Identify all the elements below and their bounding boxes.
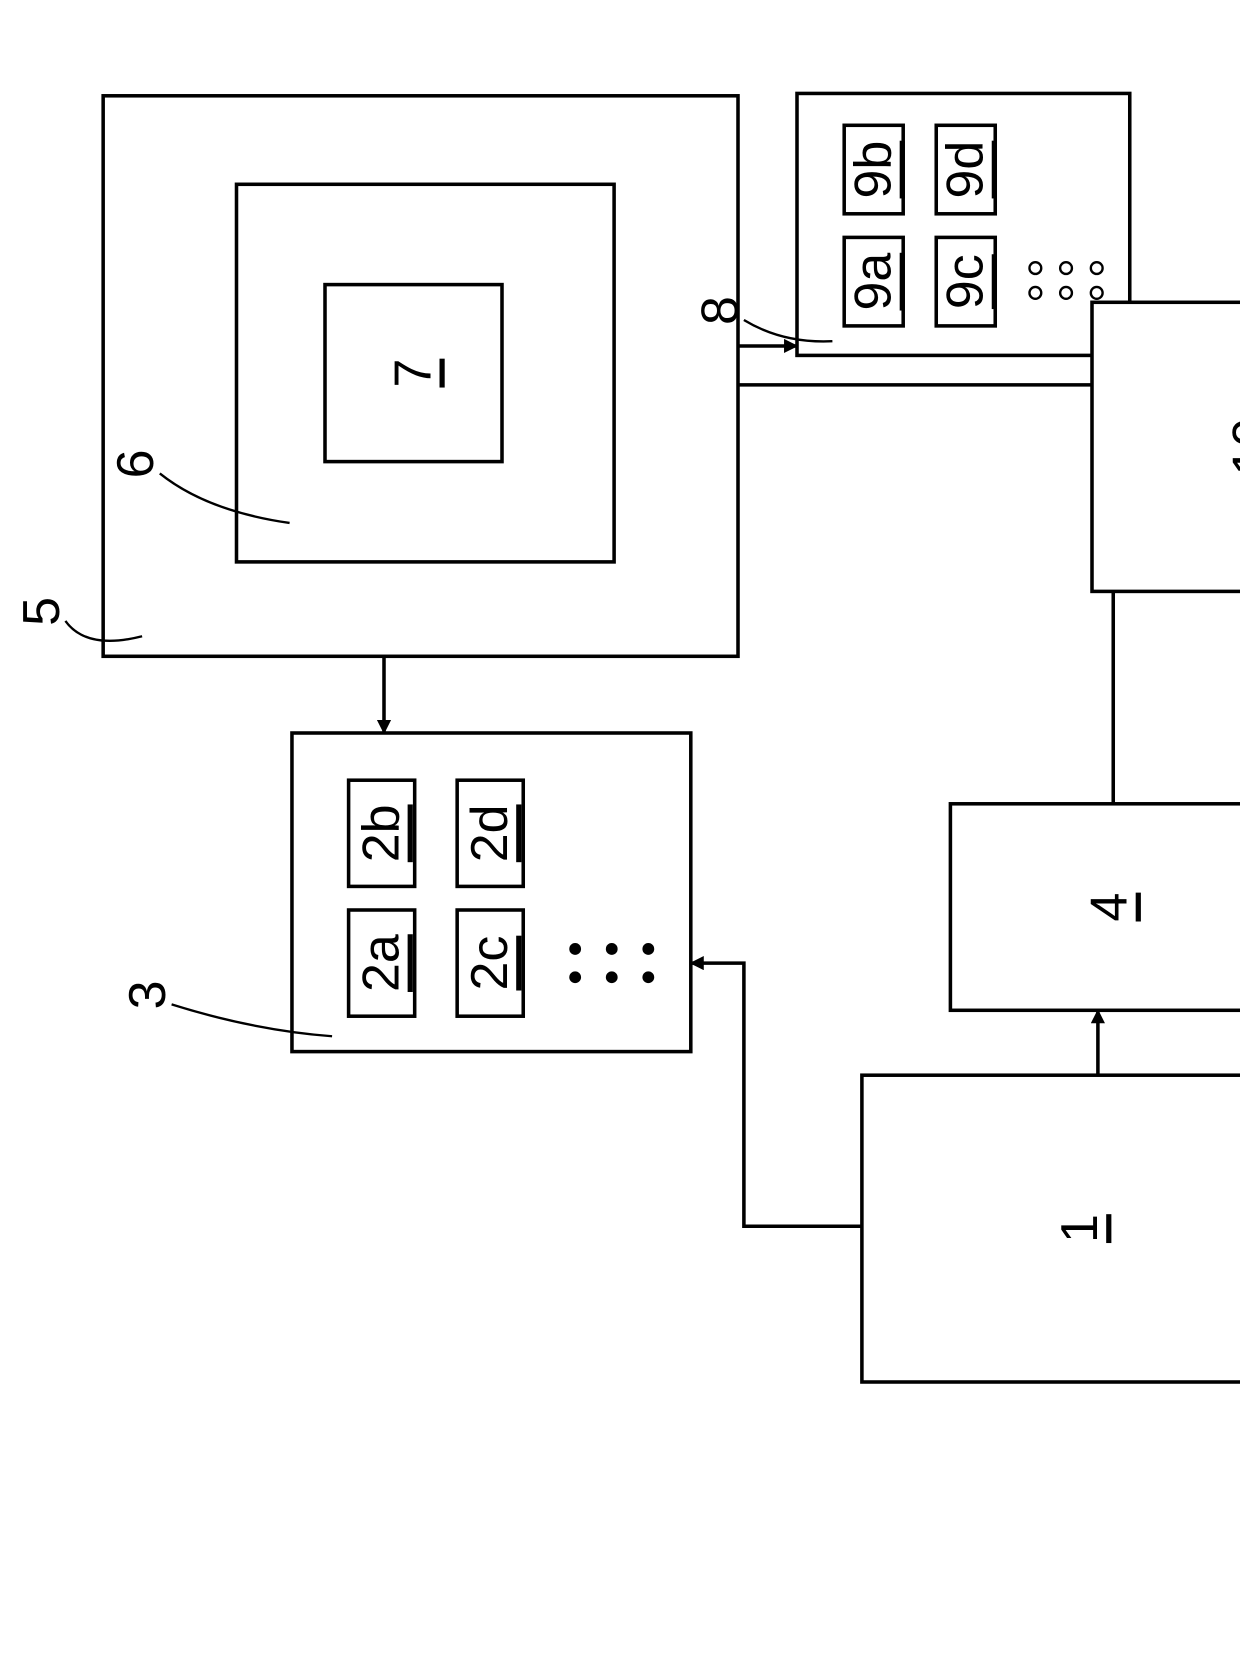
node-label: 2d — [461, 804, 519, 862]
node-label: 9c — [937, 254, 995, 309]
ref-label: 5 — [13, 597, 71, 626]
block-diagram: 72a2b2c2d9a9b9c9d14103568Fig. 3 — [0, 0, 1240, 1668]
node-label: 2c — [461, 936, 519, 991]
node-label: 7 — [385, 359, 443, 388]
edge-1-3 — [691, 963, 862, 1226]
node-label: 10 — [1222, 418, 1240, 476]
node-label: 2b — [353, 804, 411, 862]
node-label: 9d — [937, 141, 995, 199]
ref-label: 8 — [691, 296, 749, 325]
node-label: 2a — [353, 934, 411, 992]
node-label: 9b — [845, 141, 903, 199]
ref-label: 6 — [107, 450, 165, 479]
ref-label: 3 — [119, 981, 177, 1010]
node-label: 1 — [1051, 1214, 1109, 1243]
node-label: 9a — [845, 253, 903, 311]
node-label: 4 — [1081, 893, 1139, 922]
